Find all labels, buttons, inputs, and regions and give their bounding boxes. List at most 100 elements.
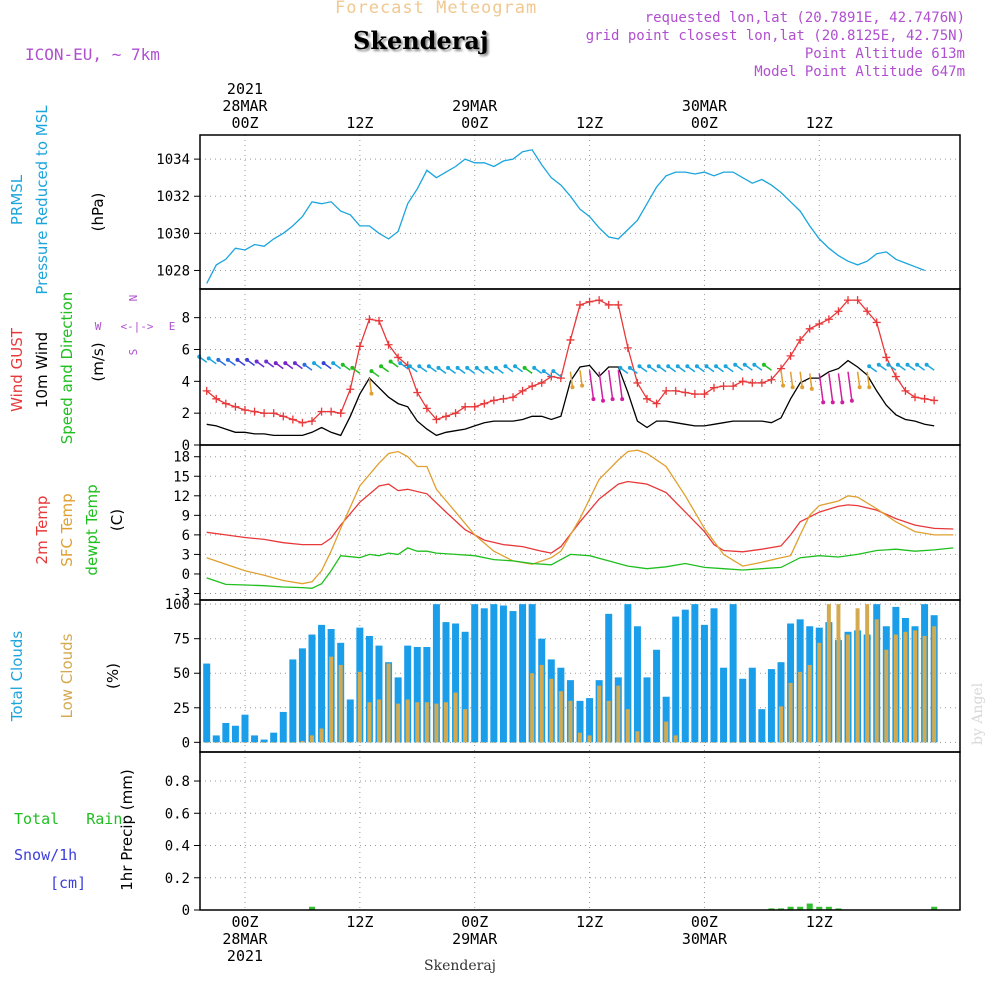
chart-subtitle: Forecast Meteogram bbox=[335, 0, 538, 18]
wind-arrow-head bbox=[840, 400, 845, 405]
data-bar bbox=[242, 742, 247, 743]
gust-marker bbox=[796, 335, 805, 344]
data-bar bbox=[740, 742, 745, 743]
wind-unit-label: (m/s) bbox=[89, 342, 107, 381]
gust-marker bbox=[499, 394, 508, 403]
wind-arrow-head bbox=[474, 365, 479, 370]
data-bar bbox=[767, 669, 775, 743]
wind-arrow-head bbox=[369, 391, 374, 396]
data-bar bbox=[568, 700, 573, 743]
gust-marker bbox=[489, 396, 498, 405]
data-bar bbox=[300, 740, 305, 743]
gust-marker bbox=[470, 402, 479, 411]
gust-marker bbox=[508, 393, 517, 402]
data-bar bbox=[748, 667, 756, 743]
wind-arrow-head bbox=[465, 365, 470, 370]
data-bar bbox=[375, 645, 383, 743]
wind-arrow-head bbox=[857, 385, 862, 390]
data-bar bbox=[846, 634, 851, 743]
wind-arrow-head bbox=[350, 365, 355, 370]
wind-arrow-head bbox=[618, 365, 623, 370]
data-bar bbox=[816, 906, 823, 910]
y-tick-label: -3 bbox=[173, 586, 190, 602]
wind-arrow-head bbox=[849, 398, 854, 403]
data-bar bbox=[662, 696, 670, 743]
data-bar bbox=[319, 728, 324, 743]
data-bar bbox=[260, 739, 268, 743]
wind-arrow-head bbox=[340, 362, 345, 367]
wind-arrow-head bbox=[216, 357, 221, 362]
data-bar bbox=[788, 682, 793, 743]
y-tick-label: 18 bbox=[173, 450, 190, 466]
y-tick-label: 8 bbox=[182, 311, 190, 327]
data-bar bbox=[471, 604, 479, 743]
data-bar bbox=[499, 605, 507, 743]
pressure-panel: 1028 1030 1032 1034 bbox=[156, 134, 961, 290]
gust-marker bbox=[652, 399, 661, 408]
data-bar bbox=[434, 703, 439, 743]
pressure-label-prmsl: PRMSL bbox=[8, 174, 26, 225]
wind-arrow-head bbox=[541, 369, 546, 374]
data-bar bbox=[453, 692, 458, 743]
temp-2m-label: 2m Temp bbox=[33, 496, 51, 565]
data-bar bbox=[271, 742, 276, 743]
wind-arrow-head bbox=[809, 386, 814, 391]
time-label-bottom: 00Z bbox=[691, 913, 718, 931]
gust-marker bbox=[882, 353, 891, 362]
snow-label: Snow/1h bbox=[14, 846, 78, 864]
gust-marker bbox=[729, 382, 738, 391]
time-label-top: 00Z bbox=[231, 114, 258, 132]
series-line bbox=[206, 299, 935, 424]
wind-arrow-head bbox=[752, 362, 757, 367]
data-bar bbox=[653, 649, 661, 743]
gust-marker bbox=[585, 297, 594, 306]
gust-marker bbox=[240, 405, 249, 414]
data-bar bbox=[787, 906, 794, 910]
wind-arrow-head bbox=[694, 364, 699, 369]
snow-unit-label: [cm] bbox=[50, 874, 87, 892]
data-bar bbox=[787, 623, 795, 743]
wind-arrow-head bbox=[532, 365, 537, 370]
data-bar bbox=[424, 702, 429, 743]
compass-west: W bbox=[95, 320, 102, 333]
wind-arrow-head bbox=[637, 364, 642, 369]
wind-arrow-head bbox=[627, 365, 632, 370]
data-bar bbox=[549, 678, 554, 743]
wind-arrow bbox=[866, 371, 870, 388]
time-label-bottom: 12Z bbox=[576, 913, 603, 931]
wind-arrow-head bbox=[867, 364, 872, 369]
time-label-top: 00Z bbox=[691, 114, 718, 132]
data-bar bbox=[692, 742, 697, 743]
wind-arrow-head bbox=[369, 369, 374, 374]
gust-marker bbox=[700, 390, 709, 399]
data-bar bbox=[558, 691, 563, 743]
gust-marker bbox=[336, 409, 345, 418]
wind-arrow-head bbox=[905, 362, 910, 367]
wind-arrow-head bbox=[704, 364, 709, 369]
wind-arrow-head bbox=[685, 364, 690, 369]
data-bar bbox=[702, 742, 707, 743]
time-label-bottom: 00Z bbox=[231, 913, 258, 931]
data-bar bbox=[893, 634, 898, 743]
gust-marker bbox=[298, 418, 307, 427]
gust-marker bbox=[623, 343, 632, 352]
gust-marker bbox=[872, 318, 881, 327]
data-bar bbox=[233, 742, 238, 743]
wind-arrow-head bbox=[742, 362, 747, 367]
clouds-unit-label: (%) bbox=[104, 663, 122, 689]
data-bar bbox=[509, 611, 517, 743]
data-bar bbox=[779, 706, 784, 743]
data-bar bbox=[683, 742, 688, 743]
gust-marker bbox=[834, 307, 843, 316]
data-bar bbox=[739, 678, 747, 743]
gust-marker bbox=[528, 382, 537, 391]
data-bar bbox=[576, 700, 584, 743]
data-bar bbox=[501, 742, 506, 743]
y-tick-label: 25 bbox=[173, 701, 190, 717]
data-bar bbox=[222, 722, 230, 743]
gust-marker bbox=[891, 372, 900, 381]
temperature-panel: -3 0 3 6 9 12 15 18 bbox=[173, 444, 961, 602]
wind-arrow-head bbox=[580, 383, 585, 388]
wind-arrow bbox=[579, 370, 583, 386]
data-bar bbox=[214, 742, 219, 743]
